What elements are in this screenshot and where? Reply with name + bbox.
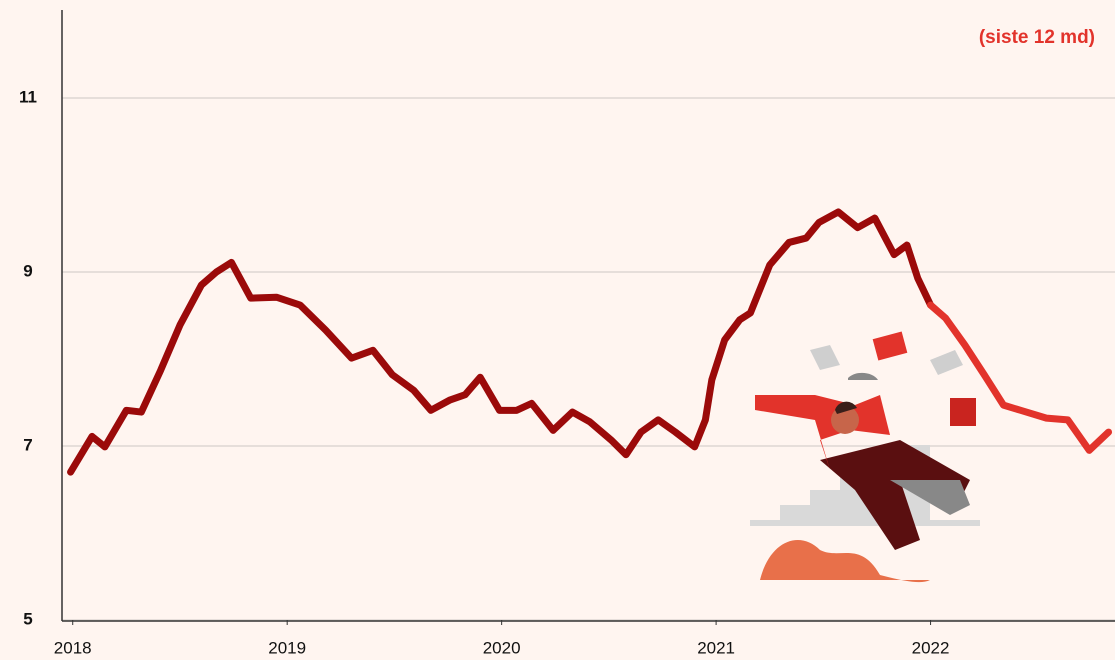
y-tick-label: 5 — [23, 609, 32, 628]
lines — [71, 212, 1109, 472]
x-tick-label: 2022 — [912, 638, 950, 657]
y-tick-label: 7 — [23, 435, 32, 454]
series-line — [71, 212, 931, 472]
subtitle: (siste 12 md) — [979, 27, 1095, 48]
x-tick-label: 2021 — [697, 638, 735, 657]
series-line — [931, 305, 1109, 450]
illustration — [750, 331, 980, 582]
x-tick-label: 2019 — [268, 638, 306, 657]
y-tick-label: 9 — [23, 261, 32, 280]
chart: (siste 12 md) 5 7 9 11 2018 2019 2020 2021 2022 — [0, 0, 1115, 660]
y-tick-label: 11 — [19, 87, 37, 106]
x-tick-label: 2018 — [54, 638, 92, 657]
x-tick-label: 2020 — [483, 638, 521, 657]
